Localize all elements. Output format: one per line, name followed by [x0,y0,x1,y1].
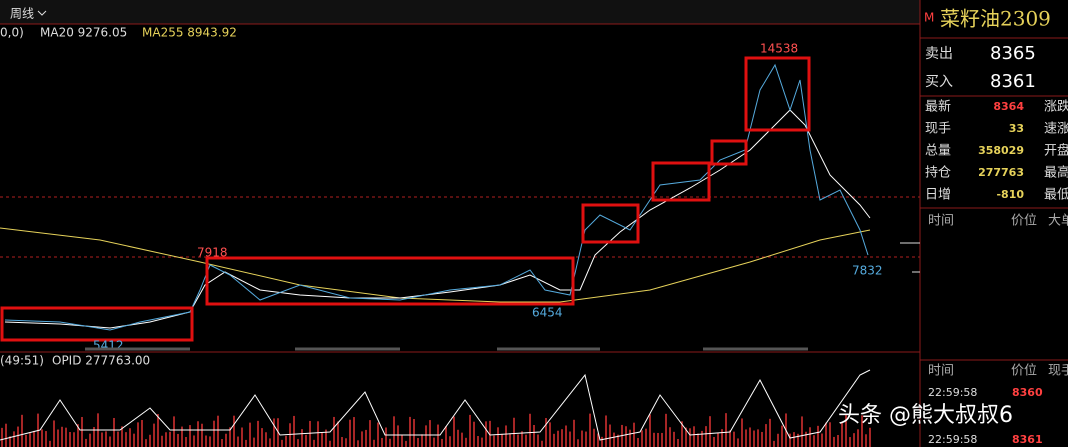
price-annotation: 6454 [532,306,563,320]
quote-value: 8364 [993,100,1024,113]
quote-label: 持仓 [925,166,951,181]
dropdown-arrow[interactable] [37,10,47,16]
highlight-box [744,56,811,132]
period-select[interactable]: 周线 [10,7,34,21]
quote-value: 358029 [978,144,1024,157]
bid: 8361 [990,71,1036,92]
opid-line [0,369,871,441]
column-header: 价位 [1011,364,1037,379]
highlight-box [205,256,575,306]
price-annotation: 7832 [852,264,883,278]
quote-label: 开盘 [1044,143,1068,159]
trade-time: 22:59:58 [928,433,977,446]
trade-price: 8360 [1012,386,1043,399]
ask: 8365 [990,43,1036,64]
quote-value: 33 [1009,122,1024,135]
volume-bars [1,413,871,447]
trade-time: 22:59:58 [928,386,977,399]
column-header: 大单 [1048,214,1068,229]
quote-value: -810 [996,188,1024,201]
column-header: 时间 [928,364,954,379]
price-annotation: 14538 [760,42,798,56]
quote-label: 日增 [925,188,951,203]
flag: M [924,11,934,25]
quote-label: 最低 [1044,188,1068,203]
quote-value: 277763 [978,166,1024,179]
quote-label: 速涨 [1044,122,1068,137]
quote-label: 最高 [1044,165,1068,181]
column-header: 价位 [1011,214,1037,229]
watermark: 头条 @熊大叔叔6 [838,403,1013,428]
ma255-line [0,227,871,303]
quote-label: 涨跌 [1044,99,1068,115]
quote-label: 最新 [925,99,951,115]
highlight-box [710,139,748,166]
toolbar [0,0,920,24]
price-annotation: 7918 [197,246,228,260]
symbol: 菜籽油2309 [940,7,1051,31]
opid: OPID 277763.00 [52,354,150,368]
column-header: 现手 [1048,364,1068,379]
sub-period: (49:51) [0,354,44,368]
ask-label: 卖出 [925,46,953,62]
price-line [4,63,869,331]
ma255: MA255 8943.92 [142,26,237,40]
indicator-prefix: 0,0) [0,26,24,40]
ma20-line [4,109,871,329]
highlight-box [0,306,194,342]
column-header: 时间 [928,214,954,229]
highlight-box [581,203,640,244]
quote-label: 总量 [925,144,951,159]
ma20: MA20 9276.05 [40,26,127,40]
trade-price: 8361 [1012,433,1043,446]
highlight-box [651,161,711,202]
quote-label: 现手 [925,122,951,137]
bid-label: 买入 [925,74,953,90]
